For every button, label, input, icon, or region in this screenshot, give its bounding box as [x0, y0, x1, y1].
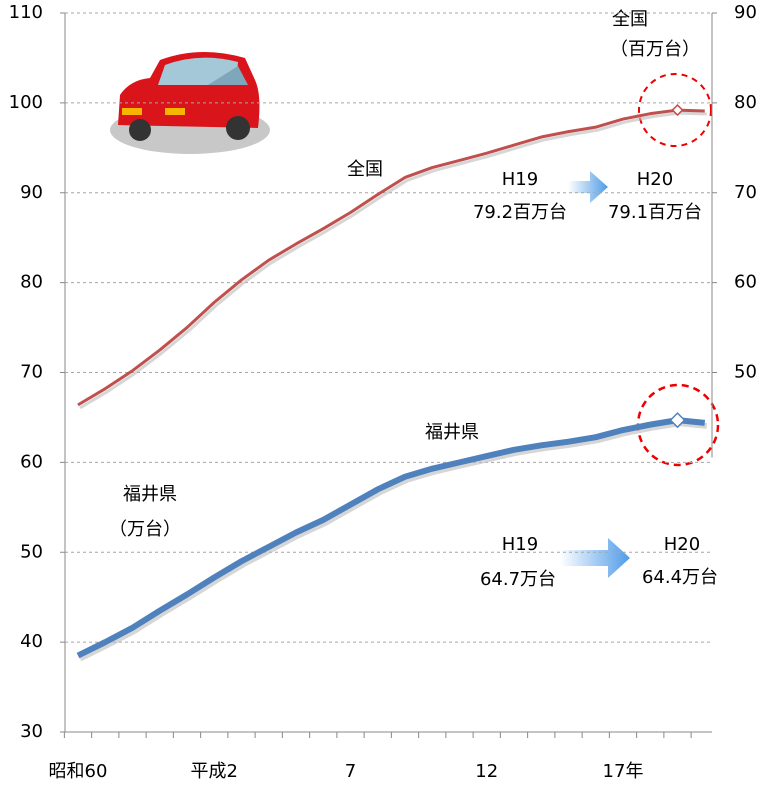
y-tick-label: 70 — [20, 362, 43, 383]
y-tick-label: 30 — [20, 721, 43, 742]
unit-label: （万台） — [109, 519, 181, 540]
y2-tick-label: 80 — [734, 92, 757, 113]
y2-tick-label: 70 — [734, 182, 757, 203]
series-line — [78, 110, 705, 405]
annotation: H19 — [502, 534, 538, 555]
y-tick-label: 90 — [20, 182, 43, 203]
y2-tick-label: 50 — [734, 362, 757, 383]
y-tick-label: 60 — [20, 451, 43, 472]
y-tick-label: 40 — [20, 631, 43, 652]
annotation: H19 — [502, 169, 538, 190]
y2-tick-label: 60 — [734, 272, 757, 293]
x-tick-label: 昭和60 — [49, 761, 108, 782]
arrow — [560, 538, 630, 578]
y2-tick-label: 90 — [734, 2, 757, 23]
unit-label: 全国 — [612, 9, 648, 30]
x-tick-label: 12 — [475, 761, 498, 782]
value-label: 79.2百万台 — [473, 202, 567, 223]
x-tick-label: 平成2 — [191, 761, 238, 782]
x-tick-label: 17年 — [603, 761, 644, 782]
y-tick-label: 100 — [9, 92, 43, 113]
chart: 全国 （百万台） 福井県 （万台） H19 H20 H19 H20 30 40 50… — [0, 0, 762, 786]
y-tick-label: 80 — [20, 272, 43, 293]
arrow — [568, 171, 608, 203]
series-shadow — [80, 113, 707, 408]
y-tick-label: 50 — [20, 541, 43, 562]
value-label: 79.1百万台 — [608, 202, 702, 223]
annotation: H20 — [664, 534, 700, 555]
series-shadow — [80, 423, 707, 658]
value-label: 64.4万台 — [642, 567, 718, 588]
unit-label: （百万台） — [610, 39, 700, 60]
x-tick-label: 7 — [345, 761, 356, 782]
unit-label: 福井県 — [123, 484, 177, 505]
annotation: H20 — [637, 169, 673, 190]
value-label: 64.7万台 — [480, 569, 556, 590]
series-label: 全国 — [347, 159, 383, 180]
y-tick-label: 110 — [9, 2, 43, 23]
series-label: 福井県 — [425, 422, 479, 443]
